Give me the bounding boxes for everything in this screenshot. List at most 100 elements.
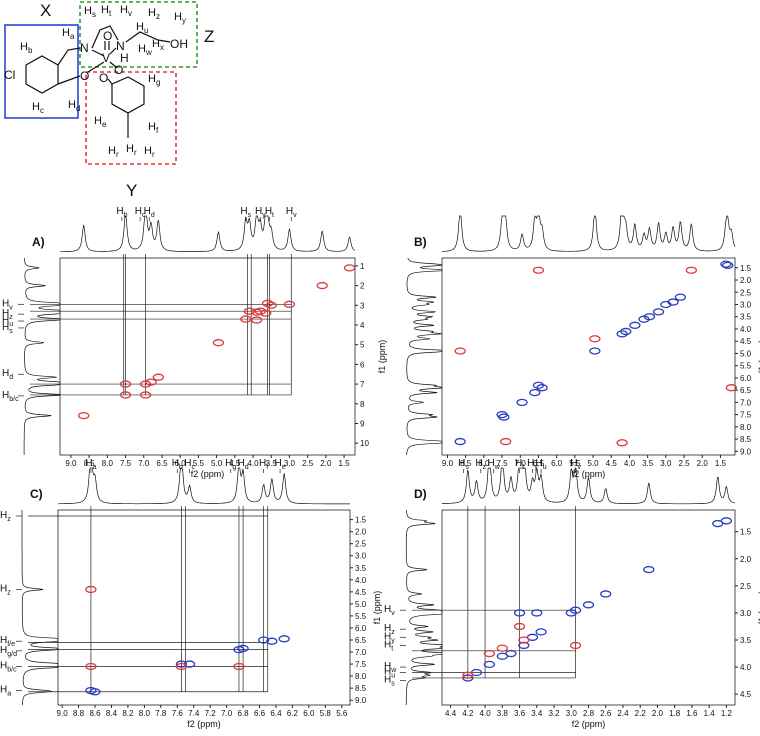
y-tick-label: 7 xyxy=(360,380,365,389)
x-tick-label: 2.6 xyxy=(600,709,612,718)
cross-peak xyxy=(175,662,188,671)
x-tick-label: 2.0 xyxy=(652,709,664,718)
y-tick-label: 6.0 xyxy=(355,624,367,633)
atom-label: O xyxy=(80,69,89,83)
x-tick-label: 4.2 xyxy=(462,709,474,718)
proton-subscript: v xyxy=(9,304,13,311)
proton-label: Hs xyxy=(458,458,469,471)
x-tick-label: 4.4 xyxy=(445,709,457,718)
cross-peak xyxy=(462,671,474,679)
y-tick-label: 5.0 xyxy=(740,349,752,358)
x-tick-label: 3.0 xyxy=(660,459,672,468)
x-tick-label: 2.0 xyxy=(320,459,332,468)
group-y-box xyxy=(85,71,177,165)
cross-peak xyxy=(643,565,655,574)
x-tick-label: 4.0 xyxy=(247,459,259,468)
x-tick-label: 4.0 xyxy=(624,459,636,468)
y-tick-label: 1.5 xyxy=(740,264,752,273)
cross-peak xyxy=(233,662,245,671)
proton-symbol: H xyxy=(458,458,465,469)
ring xyxy=(25,55,59,94)
x-tick-label: 6.0 xyxy=(551,459,563,468)
proton-symbol: H xyxy=(2,315,9,326)
cross-peak xyxy=(119,380,132,388)
y-tick-label: 6.0 xyxy=(740,374,752,383)
proton-label: Hz xyxy=(148,7,160,21)
cross-peak xyxy=(266,637,278,645)
proton-subscript: b xyxy=(179,464,183,471)
y-tick-label: 1.5 xyxy=(740,528,752,537)
y-tick-label: 6.5 xyxy=(740,386,752,395)
proton-subscript: e xyxy=(282,464,286,471)
proton-label: Hd xyxy=(144,206,155,219)
proton-subscript: t xyxy=(272,212,274,219)
x-tick-label: 7.0 xyxy=(138,459,150,468)
y-tick-label: 9.0 xyxy=(740,447,752,456)
atom-label: N xyxy=(80,41,89,55)
proton-symbol: H xyxy=(265,206,272,217)
proton-subscript: d xyxy=(76,104,80,113)
proton-label: Hz xyxy=(475,458,486,471)
cross-peak xyxy=(616,439,628,447)
proton-subscript: v xyxy=(391,610,395,617)
y-tick-label: 3.5 xyxy=(355,564,367,573)
proton-subscript: z xyxy=(7,589,11,596)
x-tick-label: 6.5 xyxy=(533,459,545,468)
proton-label: Hf/e xyxy=(0,635,15,648)
left-projection xyxy=(21,510,59,705)
proton-symbol: H xyxy=(275,458,282,469)
proton-label: Hu xyxy=(536,458,547,471)
proton-subscript: u xyxy=(9,321,13,328)
x-tick-label: 8.0 xyxy=(102,459,114,468)
y-tick-label: 4.0 xyxy=(740,663,752,672)
group-label: Z xyxy=(204,27,214,46)
proton-label: He xyxy=(94,115,107,129)
proton-label: Hd xyxy=(238,458,249,471)
x-tick-label: 6.5 xyxy=(156,459,168,468)
cross-peak xyxy=(78,411,90,420)
proton-subscript: v xyxy=(293,212,297,219)
proton-subscript: z xyxy=(391,629,395,636)
proton-subscript: v xyxy=(577,464,581,471)
atom-label: Cl xyxy=(4,68,15,82)
y-tick-label: 3.0 xyxy=(355,552,367,561)
y-tick-label: 1 xyxy=(360,262,365,271)
bond xyxy=(57,47,81,66)
x-tick-label: 7.6 xyxy=(172,709,184,718)
proton-label: Hb xyxy=(116,206,127,219)
y-tick-label: 2.0 xyxy=(740,555,752,564)
cross-peak xyxy=(483,649,496,658)
x-tick-label: 7.4 xyxy=(188,709,200,718)
proton-label: Ha xyxy=(0,685,11,698)
proton-label: Ht xyxy=(384,639,393,652)
proton-subscript: t xyxy=(391,645,393,652)
proton-label: Hw xyxy=(138,43,152,57)
cross-peak xyxy=(582,601,595,609)
proton-subscript: w xyxy=(390,667,397,674)
proton-label: Hb xyxy=(20,41,33,55)
proton-label: Hg xyxy=(225,458,236,471)
x-tick-label: 1.4 xyxy=(704,709,716,718)
x-tick-label: 8.5 xyxy=(460,459,472,468)
cross-peak xyxy=(725,384,738,392)
proton-label: Hd xyxy=(2,368,13,381)
x-tick-label: 1.5 xyxy=(715,459,727,468)
proton-subscript: s xyxy=(248,212,252,219)
x-tick-label: 8.8 xyxy=(73,709,85,718)
y-tick-label: 7.5 xyxy=(740,411,752,420)
x-tick-label: 7.5 xyxy=(120,459,132,468)
y-tick-label: 4 xyxy=(360,321,365,330)
proton-label: Hv xyxy=(384,604,395,617)
x-axis-label: f2 (ppm) xyxy=(572,719,606,729)
y-axis-label: f1 (ppm) xyxy=(372,591,382,625)
group-label: Y xyxy=(126,181,137,200)
proton-symbol: H xyxy=(84,5,92,17)
bond xyxy=(125,31,171,43)
x-tick-label: 2.5 xyxy=(302,459,314,468)
cross-peak xyxy=(589,335,601,343)
proton-symbol: H xyxy=(94,115,102,127)
proton-symbol: H xyxy=(488,458,495,469)
proton-label: Hy xyxy=(384,631,395,644)
y-tick-label: 4.0 xyxy=(355,576,367,585)
y-tick-label: 9.0 xyxy=(355,696,367,705)
